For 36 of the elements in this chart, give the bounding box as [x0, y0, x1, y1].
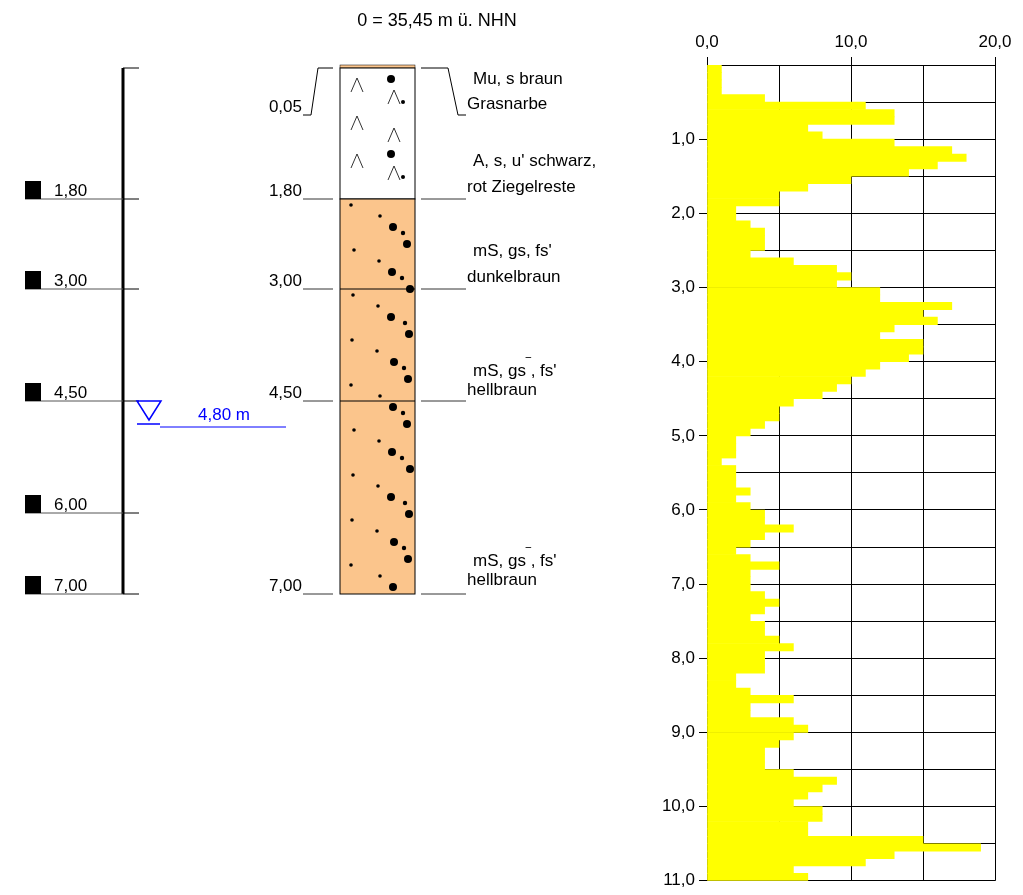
x-tick-label: 0,0 — [695, 32, 719, 52]
text: 4,50 — [54, 383, 88, 403]
y-tick-label: 2,0 — [671, 203, 695, 223]
y-tick-label: 6,0 — [671, 499, 695, 519]
text: 0,05 — [268, 97, 302, 117]
text: dunkelbraun — [467, 267, 561, 287]
x-tick-label: 20,0 — [978, 32, 1012, 52]
y-tick-label: 4,0 — [671, 351, 695, 371]
text: Grasnarbe — [467, 94, 548, 114]
text: hellbraun — [467, 380, 537, 400]
text: 3,00 — [54, 271, 88, 291]
y-tick-label: 10,0 — [661, 796, 695, 816]
text: 0 = 35,45 m ü. NHN — [356, 10, 518, 31]
text: 1,80 — [54, 181, 88, 201]
y-tick-label: 7,0 — [671, 573, 695, 593]
y-tick-label: 5,0 — [671, 425, 695, 445]
text: 4,50 — [268, 383, 302, 403]
text: mS, gs$^{‾}$, fs' — [473, 355, 557, 381]
y-tick-label: 8,0 — [671, 648, 695, 667]
text: Mu, s braun — [473, 69, 563, 89]
text: rot Ziegelreste — [467, 177, 576, 197]
text: A, s, u' schwarz, — [473, 151, 597, 171]
text: hellbraun — [467, 570, 537, 590]
text: 1,80 — [268, 181, 302, 201]
y-tick-label: 1,0 — [671, 128, 695, 148]
y-tick-label: 9,0 — [671, 722, 695, 742]
text: 7,00 — [54, 576, 88, 596]
text: 7,00 — [268, 576, 302, 596]
text: mS, gs$^{‾}$, fs' — [473, 545, 557, 571]
text: 4,80 m — [198, 405, 250, 425]
text: 3,00 — [268, 271, 302, 291]
x-tick-label: 10,0 — [834, 32, 868, 52]
text: 6,00 — [54, 495, 88, 515]
y-tick-label: 11,0 — [663, 870, 695, 890]
text: mS, gs, fs' — [473, 241, 552, 261]
y-tick-label: 3,0 — [671, 277, 695, 297]
